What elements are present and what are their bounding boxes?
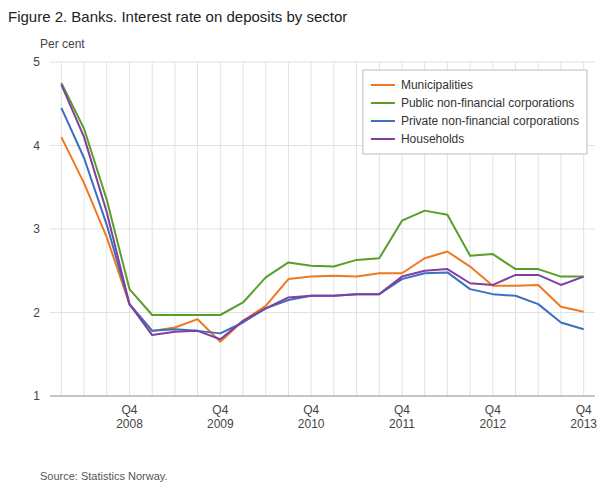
legend-swatch <box>371 102 395 104</box>
y-tick-label: 3 <box>33 222 40 236</box>
y-grid-line <box>50 229 595 230</box>
legend: Municipalities Public non-financial corpo… <box>363 70 587 154</box>
x-tick-label: Q42009 <box>207 403 234 431</box>
y-grid-line <box>50 62 595 63</box>
x-tick-label: Q42008 <box>116 403 143 431</box>
background <box>0 0 610 488</box>
line <box>61 85 583 340</box>
y-grid-line <box>50 312 595 313</box>
x-grid-line <box>220 62 221 396</box>
series-lines <box>61 83 583 342</box>
x-grid-line <box>311 62 312 396</box>
x-grid-line <box>265 62 266 396</box>
y-tick-label: 4 <box>33 139 40 153</box>
x-grid-line <box>61 62 62 396</box>
y-grid-line <box>50 396 595 397</box>
x-grid-line <box>288 62 289 396</box>
y-tick-label: 5 <box>33 55 40 69</box>
y-tick-label: 2 <box>33 306 40 320</box>
title: Figure 2. Banks. Interest rate on deposi… <box>8 8 347 25</box>
x-grid-line <box>356 62 357 396</box>
x-tick-label: Q42013 <box>570 403 597 431</box>
y-axis-label: Per cent <box>40 37 85 51</box>
legend-swatch <box>371 120 395 122</box>
x-grid-line <box>174 62 175 396</box>
legend-label: Private non-financial corporations <box>401 114 579 128</box>
legend-box <box>363 70 587 154</box>
legend-label: Public non-financial corporations <box>401 96 574 110</box>
x-grid-line <box>84 62 85 396</box>
y-tick-label: 1 <box>33 389 40 403</box>
legend-swatch <box>371 84 395 86</box>
x-grid-line <box>129 62 130 396</box>
x-grid-line <box>333 62 334 396</box>
legend-label: Municipalities <box>401 78 473 92</box>
x-tick-label: Q42010 <box>298 403 325 431</box>
legend-label: Households <box>401 132 464 146</box>
legend-swatch <box>371 138 395 140</box>
x-grid-line <box>152 62 153 396</box>
source-note: Source: Statistics Norway. <box>40 470 168 482</box>
line <box>61 137 583 342</box>
x-axis-line <box>50 396 595 397</box>
x-grid-line <box>197 62 198 396</box>
grid <box>50 62 595 396</box>
chart: Figure 2. Banks. Interest rate on deposi… <box>0 0 610 488</box>
x-grid-line <box>243 62 244 396</box>
x-tick-label: Q42012 <box>479 403 506 431</box>
x-tick-label: Q42011 <box>389 403 415 431</box>
